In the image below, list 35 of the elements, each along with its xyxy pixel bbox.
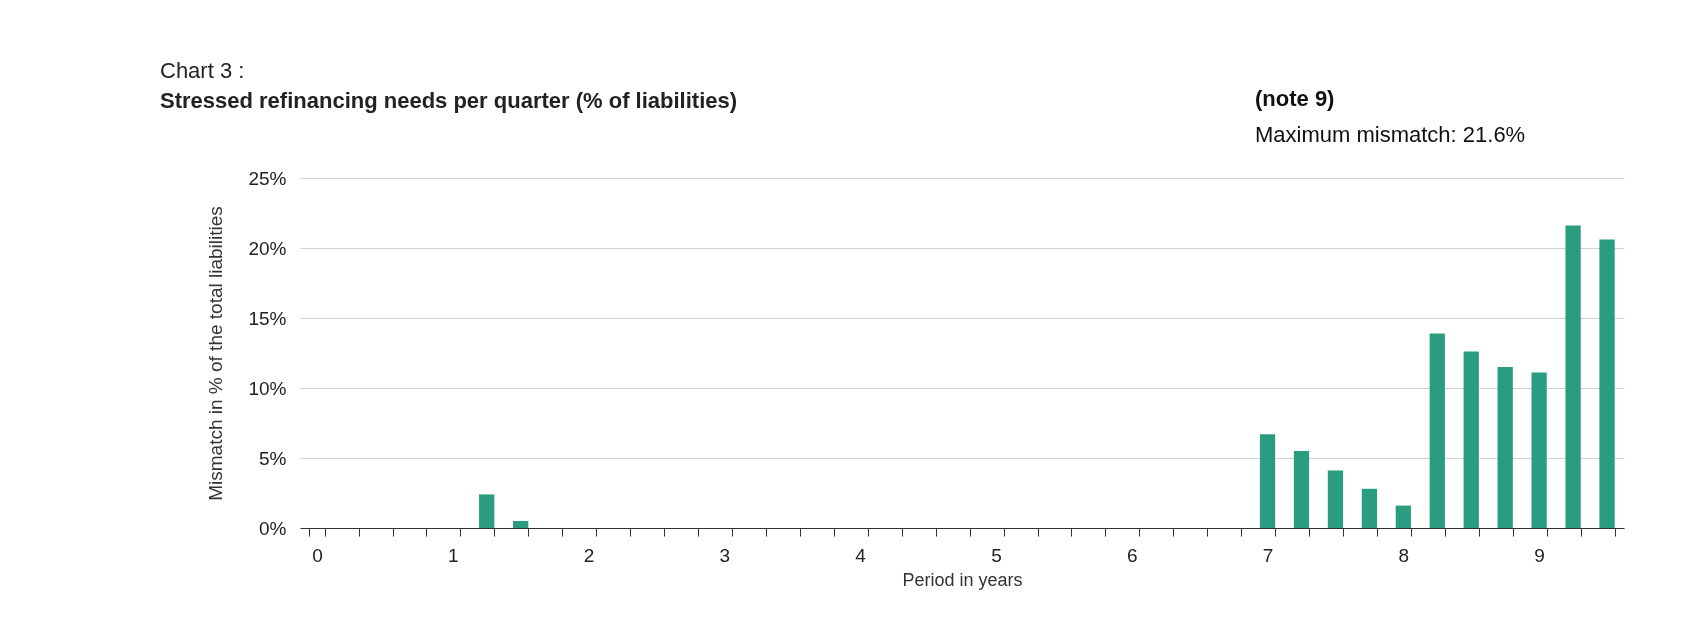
- chart-subtitle: Stressed refinancing needs per quarter (% of liabilities): [160, 88, 738, 113]
- x-tick-label: 2: [583, 544, 595, 566]
- x-tick-label: 8: [1398, 544, 1410, 566]
- y-tick-label: 15%: [248, 307, 287, 329]
- bar: [513, 521, 529, 528]
- bar: [1497, 367, 1513, 528]
- x-axis-title: Period in years: [902, 569, 1023, 590]
- y-tick-label: 25%: [248, 167, 287, 189]
- x-tick-label: 7: [1262, 544, 1274, 566]
- bar: [1293, 451, 1310, 528]
- y-tick-label: 20%: [248, 237, 287, 259]
- bar: [1361, 488, 1378, 528]
- text: Maximum mismatch: 21.6%: [1255, 122, 1526, 147]
- bar: [1599, 239, 1615, 528]
- y-tick-label: 5%: [259, 447, 287, 469]
- x-tick-label: 0: [312, 544, 323, 566]
- bar: [1327, 470, 1344, 528]
- bar: [1395, 505, 1411, 528]
- bar: [1463, 351, 1479, 528]
- y-axis-title: Mismatch in % of the total liabilities: [205, 206, 227, 501]
- x-tick-label: 5: [991, 544, 1002, 566]
- bar: [1565, 225, 1581, 528]
- x-tick-label: 1: [447, 544, 459, 566]
- x-tick-label: 3: [719, 544, 731, 566]
- bar: [479, 494, 495, 528]
- bar: [1429, 333, 1445, 528]
- text: (note 9): [1255, 86, 1335, 111]
- y-tick-label: 10%: [248, 377, 287, 399]
- x-tick-label: 6: [1126, 544, 1138, 566]
- y-tick-label: 0%: [259, 517, 287, 539]
- chart-title: Chart 3 :: [160, 58, 245, 83]
- x-tick-label: 9: [1534, 544, 1545, 566]
- x-tick-label: 4: [855, 544, 867, 566]
- bar: [1531, 372, 1547, 528]
- bar: [1259, 434, 1276, 528]
